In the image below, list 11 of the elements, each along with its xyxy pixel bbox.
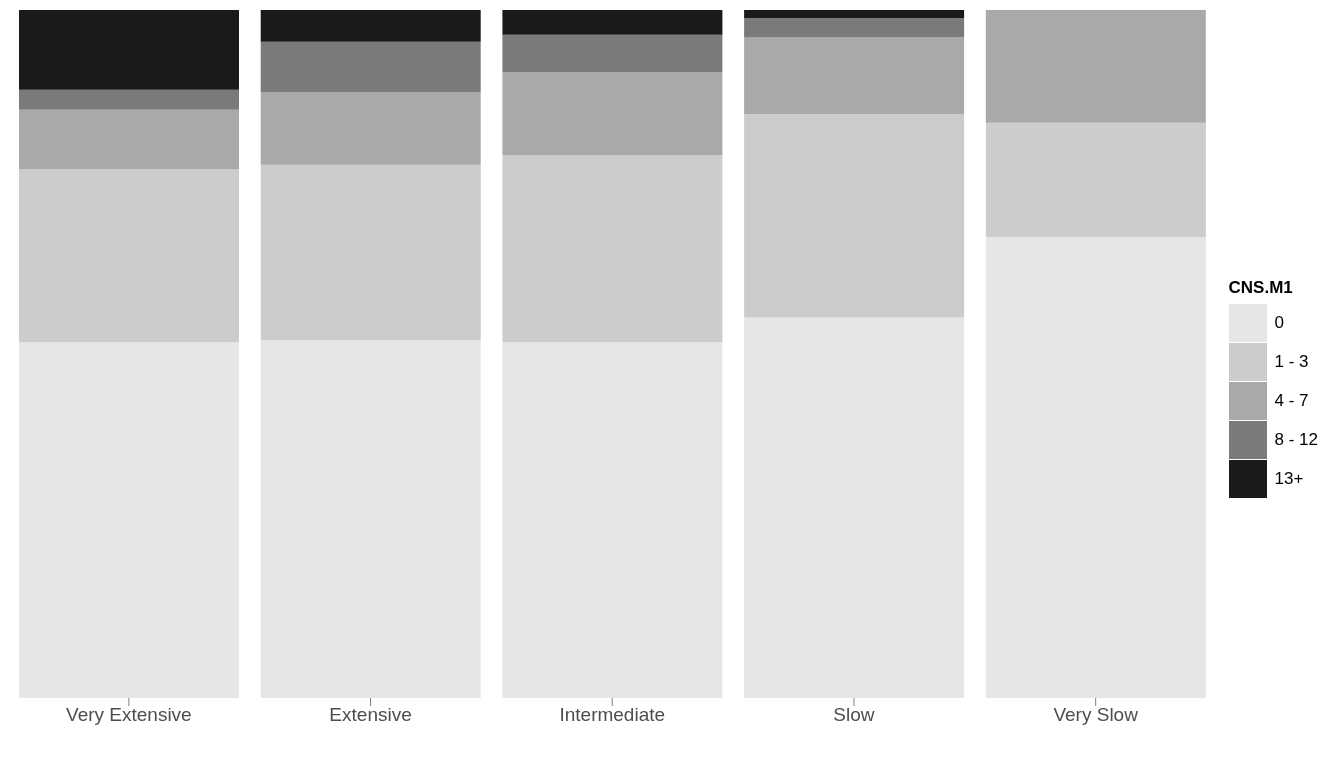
legend-title: CNS.M1	[1228, 277, 1294, 298]
x-tick-label: Slow	[833, 704, 875, 726]
x-tick-label: Extensive	[329, 704, 412, 726]
legend-label: 13+	[1274, 469, 1304, 489]
legend-label: 4 - 7	[1274, 391, 1309, 411]
legend-label: 0	[1274, 313, 1284, 333]
x-tick-label: Very Slow	[1053, 704, 1139, 726]
legend-label: 8 - 12	[1274, 430, 1318, 450]
x-tick-label: Very Extensive	[66, 704, 192, 726]
legend-label: 1 - 3	[1274, 352, 1309, 372]
x-tick-label: Intermediate	[559, 704, 666, 726]
